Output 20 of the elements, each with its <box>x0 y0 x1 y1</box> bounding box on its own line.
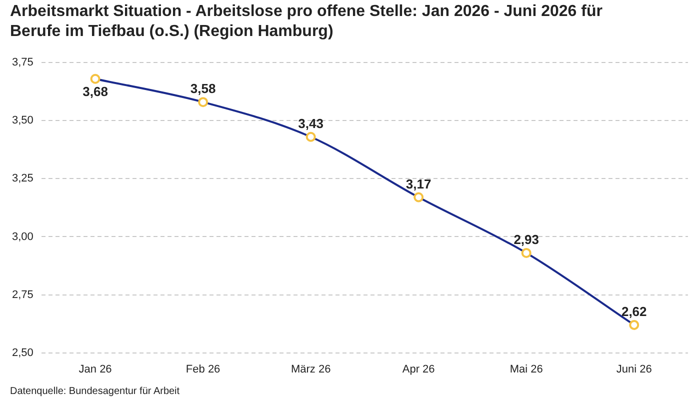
data-label: 2,62 <box>621 304 647 320</box>
x-tick-label: Mai 26 <box>510 363 543 376</box>
text: Datenquelle: Bundesagentur für Arbeit <box>10 386 180 397</box>
x-tick-label: Juni 26 <box>616 363 652 376</box>
x-tick-label: März 26 <box>290 363 331 376</box>
data-label: 2,93 <box>514 232 540 248</box>
y-tick-label: 3,75 <box>12 56 34 69</box>
data-label: 3,17 <box>406 176 432 192</box>
data-label: 3,58 <box>190 81 216 96</box>
x-tick-label: Feb 26 <box>186 363 220 376</box>
y-tick-label: 2,50 <box>12 346 34 359</box>
chart-title: Arbeitsmarkt Situation - Arbeitslose pro offene Stelle: Jan 2026 - Juni 2026 für Berufe im Tiefbau (o.S.) (Region Hamburg) <box>10 2 604 42</box>
data-label: 3,68 <box>82 84 108 99</box>
x-tick-label: Jan 26 <box>78 363 112 376</box>
data-label: 3,43 <box>298 116 324 131</box>
y-tick-label: 3,25 <box>12 172 34 185</box>
x-tick-label: Apr 26 <box>402 363 435 376</box>
y-tick-label: 3,00 <box>12 230 34 243</box>
y-tick-label: 2,75 <box>12 288 34 301</box>
y-tick-label: 3,50 <box>12 114 34 127</box>
